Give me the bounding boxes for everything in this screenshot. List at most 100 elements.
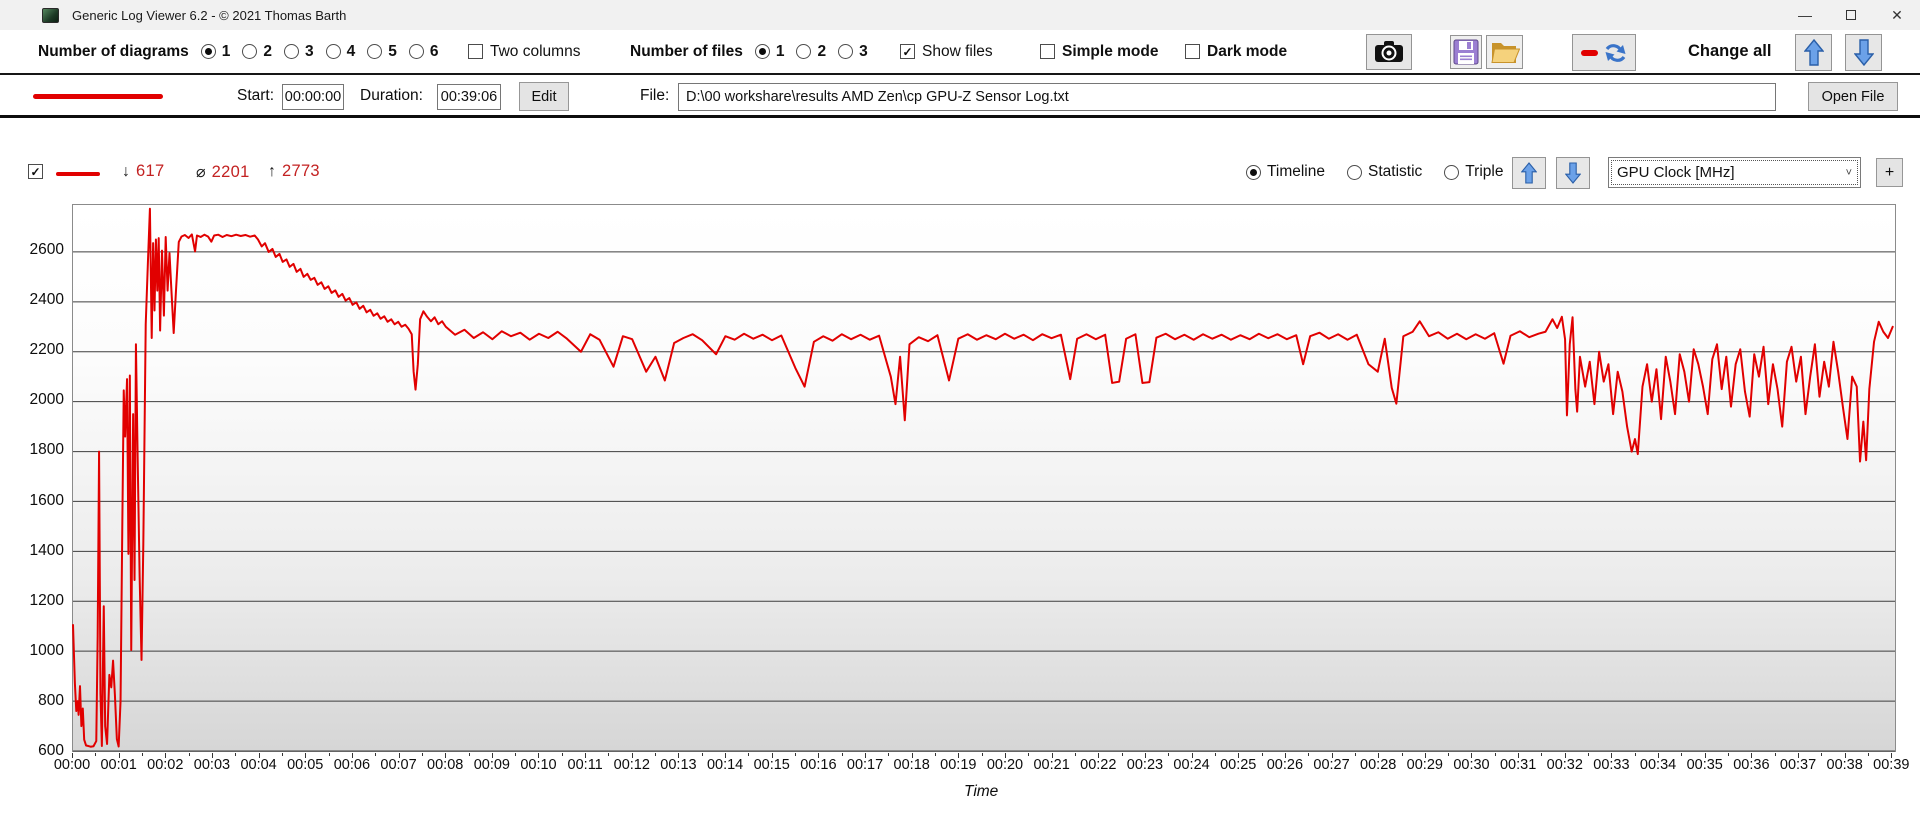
dark-mode-checkbox[interactable]: Dark mode: [1185, 30, 1287, 73]
series-legend-line: [56, 172, 100, 176]
x-minor-tick-mark: [421, 753, 423, 756]
screenshot-button[interactable]: [1366, 34, 1412, 70]
open-folder-button[interactable]: [1486, 35, 1523, 69]
reset-color-button[interactable]: [1572, 34, 1636, 71]
open-file-button[interactable]: Open File: [1808, 82, 1898, 111]
diagrams-option-2[interactable]: 2: [242, 43, 272, 61]
gpu-clock-line-chart: [72, 207, 1895, 752]
x-minor-tick-mark: [375, 753, 377, 756]
min-value: 617: [136, 162, 165, 180]
radio-option-Statistic[interactable]: Statistic: [1347, 163, 1422, 181]
files-option-1[interactable]: 1: [754, 42, 785, 61]
files-option-2[interactable]: 2: [796, 43, 826, 61]
x-tick-mark: [1051, 753, 1053, 758]
start-time-input[interactable]: 00:00:00: [282, 84, 344, 110]
down-arrow-icon: [1853, 39, 1874, 66]
window-controls: — ✕: [1782, 0, 1920, 30]
x-minor-tick-mark: [1728, 753, 1730, 756]
x-minor-tick-mark: [1214, 753, 1216, 756]
x-minor-tick-mark: [1261, 753, 1263, 756]
stat-avg: ⌀ 2201: [196, 162, 250, 182]
x-minor-tick-mark: [841, 753, 843, 756]
up-arrow-icon: [1521, 162, 1537, 184]
diagrams-option-5[interactable]: 5: [367, 43, 397, 61]
duration-input[interactable]: 00:39:06: [437, 84, 501, 110]
add-channel-button[interactable]: +: [1876, 158, 1903, 187]
radio-label: Triple: [1465, 163, 1504, 180]
x-tick-label: 00:27: [1313, 757, 1350, 773]
x-tick-label: 00:12: [613, 757, 650, 773]
x-tick-label: 00:04: [240, 757, 277, 773]
x-minor-tick-mark: [1308, 753, 1310, 756]
x-minor-tick-mark: [701, 753, 703, 756]
x-tick-label: 00:24: [1173, 757, 1210, 773]
simple-mode-checkbox[interactable]: Simple mode: [1040, 30, 1158, 73]
file-path-input[interactable]: D:\00 workshare\results AMD Zen\cp GPU-Z…: [678, 83, 1776, 111]
radio-option-Timeline[interactable]: Timeline: [1246, 163, 1325, 181]
files-group: Number of files 1 2 3: [630, 30, 868, 73]
x-tick-mark: [1331, 753, 1333, 758]
x-tick-mark: [118, 753, 120, 758]
title-bar: Generic Log Viewer 6.2 - © 2021 Thomas B…: [0, 0, 1920, 30]
show-files-checkbox[interactable]: Show files: [900, 30, 993, 73]
x-minor-tick-mark: [795, 753, 797, 756]
diagrams-group: Number of diagrams 1 2 3 4 5 6: [38, 30, 438, 73]
file-row: Start: 00:00:00 Duration: 00:39:06 Edit …: [0, 77, 1920, 118]
up-arrow-icon: [1803, 39, 1824, 66]
x-minor-tick-mark: [1588, 753, 1590, 756]
window-title: Generic Log Viewer 6.2 - © 2021 Thomas B…: [72, 7, 347, 23]
x-tick-mark: [631, 753, 633, 758]
radio-label: Statistic: [1368, 163, 1423, 180]
average-icon: ⌀: [196, 164, 206, 181]
move-all-up-button[interactable]: [1795, 34, 1832, 71]
diagrams-option-4[interactable]: 4: [325, 43, 355, 61]
change-all-group: Change all: [1688, 30, 1771, 73]
channel-select-dropdown[interactable]: GPU Clock [MHz] ˅: [1608, 157, 1861, 188]
x-minor-tick-mark: [141, 753, 143, 756]
x-tick-label: 00:03: [193, 757, 231, 773]
radio-icon: [200, 44, 216, 59]
x-minor-tick-mark: [561, 753, 563, 756]
close-button[interactable]: ✕: [1874, 0, 1920, 30]
x-minor-tick-mark: [1168, 753, 1170, 756]
x-tick-mark: [1704, 753, 1706, 758]
radio-label: 1: [775, 42, 785, 60]
x-tick-mark: [538, 753, 540, 758]
x-tick-mark: [818, 753, 820, 758]
save-button[interactable]: [1450, 35, 1482, 69]
camera-icon: [1375, 41, 1403, 62]
x-tick-mark: [1424, 753, 1426, 758]
minimize-button[interactable]: —: [1782, 0, 1828, 30]
diagram-move-down-button[interactable]: [1556, 157, 1590, 189]
x-tick-label: 00:19: [940, 757, 977, 773]
diagrams-option-3[interactable]: 3: [283, 43, 314, 61]
minimize-icon: —: [1798, 7, 1812, 23]
x-tick-mark: [1378, 753, 1380, 758]
move-all-down-button[interactable]: [1845, 34, 1882, 71]
x-tick-mark: [445, 753, 447, 758]
radio-icon: [367, 44, 383, 59]
series-visible-checkbox[interactable]: [28, 164, 43, 179]
diagrams-option-1[interactable]: 1: [200, 43, 230, 61]
y-tick-label: 1800: [29, 441, 64, 459]
maximize-button[interactable]: [1828, 0, 1874, 30]
diagrams-option-6[interactable]: 6: [408, 43, 438, 61]
y-tick-label: 1000: [29, 641, 64, 659]
x-tick-mark: [305, 753, 307, 758]
main-toolbar: Number of diagrams 1 2 3 4 5 6 Two columns Nu…: [0, 30, 1920, 75]
x-minor-tick-mark: [235, 753, 237, 756]
two-columns-checkbox-icon: [468, 44, 483, 59]
x-tick-mark: [1238, 753, 1240, 758]
files-option-3[interactable]: 3: [838, 43, 868, 61]
x-tick-mark: [678, 753, 680, 758]
two-columns-checkbox[interactable]: Two columns: [468, 30, 580, 73]
diagram-move-up-button[interactable]: [1512, 157, 1546, 189]
y-tick-label: 800: [38, 691, 64, 709]
file-label: File:: [640, 87, 670, 104]
edit-button[interactable]: Edit: [519, 82, 569, 111]
x-tick-mark: [771, 753, 773, 758]
x-tick-label: 00:06: [333, 757, 371, 773]
radio-option-Triple[interactable]: Triple: [1444, 163, 1503, 181]
timeline-plot-area[interactable]: [72, 204, 1896, 752]
x-tick-mark: [1144, 753, 1146, 758]
